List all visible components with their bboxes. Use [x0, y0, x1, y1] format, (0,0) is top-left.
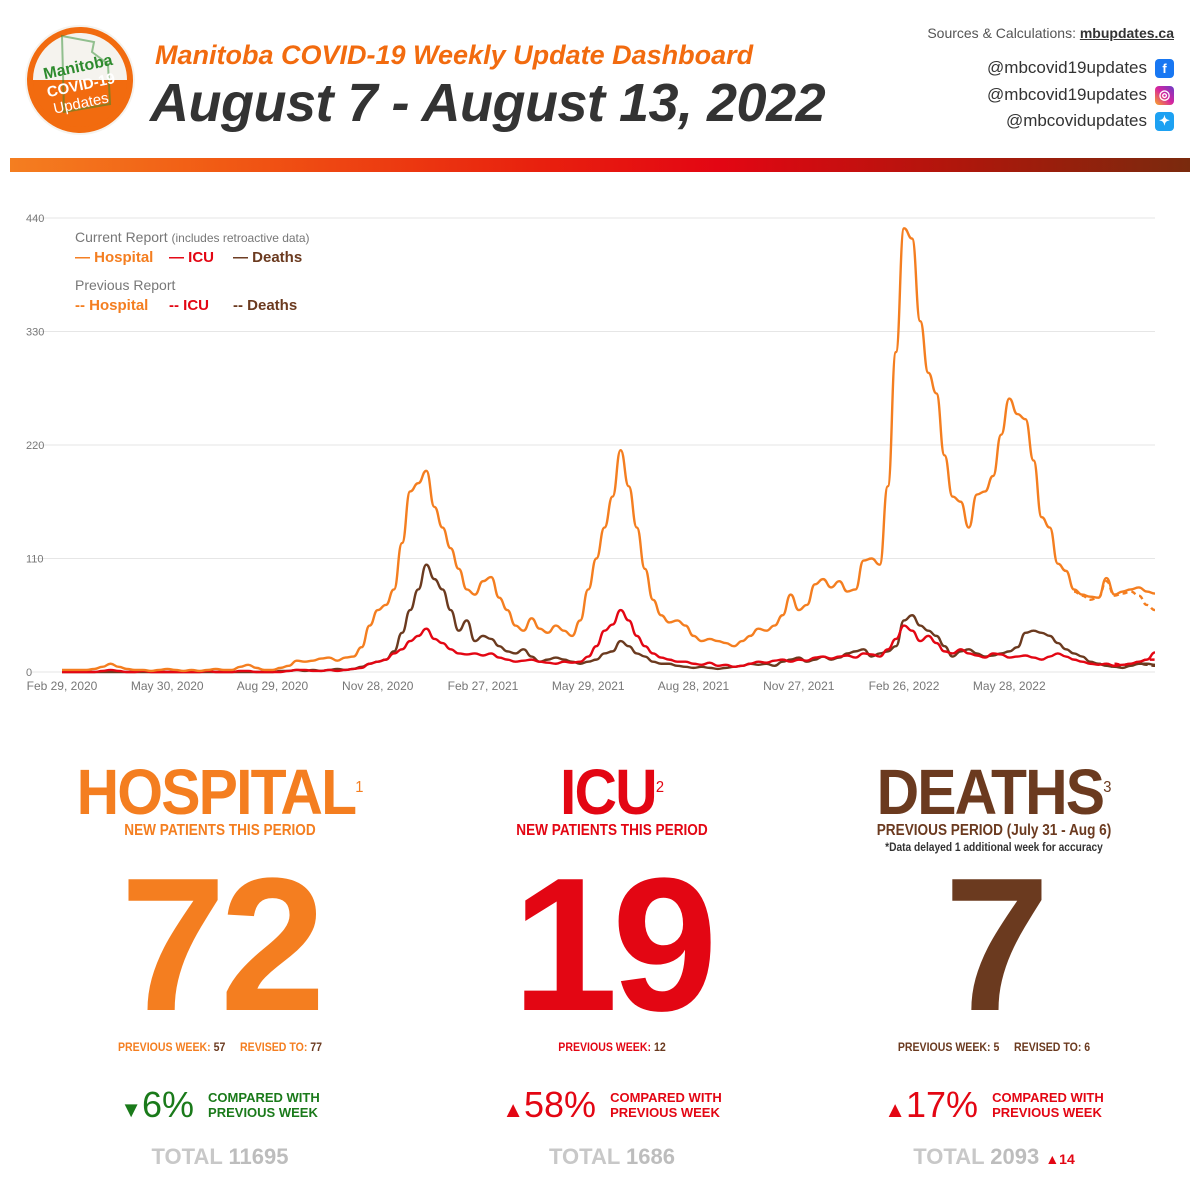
- dashboard-subtitle: Manitoba COVID-19 Weekly Update Dashboar…: [155, 40, 754, 70]
- hospital-subtitle: NEW PATIENTS THIS PERIOD: [124, 822, 316, 839]
- legend-previous-title: Previous Report: [75, 277, 175, 293]
- hospital-heading: HOSPITAL1: [76, 756, 364, 828]
- y-tick-label: 110: [26, 554, 44, 566]
- legend-previous-icu: -- ICU: [169, 297, 209, 314]
- x-tick-label: Feb 26, 2022: [869, 679, 940, 693]
- instagram-handle[interactable]: @mbcovid19updates ◎: [987, 85, 1174, 105]
- hospital-stat-panel: HOSPITAL1 NEW PATIENTS THIS PERIOD 72 PR…: [30, 760, 410, 1170]
- sources-label: Sources & Calculations:: [927, 25, 1076, 41]
- twitter-handle-text: @mbcovidupdates: [1005, 111, 1147, 130]
- sources-line: Sources & Calculations: mbupdates.ca: [927, 25, 1174, 41]
- x-tick-label: Feb 27, 2021: [448, 679, 519, 693]
- legend-current-deaths: — Deaths: [233, 249, 302, 266]
- header-divider-bar: [10, 158, 1190, 172]
- hospital-previous: PREVIOUS WEEK: 57 REVISED TO: 77: [117, 1040, 323, 1054]
- down-arrow-icon: ▼: [120, 1097, 143, 1122]
- icu-total: TOTAL 1686: [549, 1144, 675, 1169]
- facebook-handle[interactable]: @mbcovid19updates f: [987, 58, 1174, 78]
- series-hospital-solid-line: [62, 227, 1156, 673]
- x-tick-label: Nov 28, 2020: [342, 679, 414, 693]
- sources-link[interactable]: mbupdates.ca: [1079, 25, 1174, 41]
- y-tick-label: 440: [26, 213, 44, 225]
- instagram-handle-text: @mbcovid19updates: [987, 85, 1147, 104]
- legend-current-hospital: — Hospital: [75, 249, 153, 266]
- facebook-icon: f: [1155, 58, 1174, 78]
- deaths-total-delta: ▲14: [1045, 1151, 1075, 1167]
- twitter-handle[interactable]: @mbcovidupdates ✦: [1006, 111, 1174, 131]
- legend-previous-hospital: -- Hospital: [75, 297, 148, 314]
- hospital-total: TOTAL 11695: [151, 1144, 289, 1169]
- up-arrow-icon: ▲: [884, 1097, 906, 1122]
- deaths-total: TOTAL 2093 ▲14: [913, 1144, 1075, 1169]
- deaths-heading: DEATHS3: [876, 756, 1112, 828]
- weekly-trend-chart: 0 110 220 330 440 Feb 29, 2020 May 30, 2020 Aug…: [26, 213, 1156, 693]
- icu-value: 19: [512, 839, 717, 1051]
- manitoba-covid-logo: Manitoba COVID-19 Updates: [25, 25, 135, 135]
- x-tick-label: May 28, 2022: [973, 679, 1046, 693]
- y-tick-label: 220: [26, 440, 44, 452]
- deaths-change: ▲17% COMPARED WITH PREVIOUS WEEK: [884, 1084, 1104, 1125]
- x-tick-label: Aug 29, 2020: [237, 679, 309, 693]
- y-tick-label: 330: [26, 327, 44, 339]
- x-tick-label: Aug 28, 2021: [658, 679, 730, 693]
- deaths-value: 7: [944, 839, 1050, 1051]
- x-tick-label: Nov 27, 2021: [763, 679, 835, 693]
- series-deaths-solid-line: [61, 563, 1156, 674]
- instagram-icon: ◎: [1155, 85, 1174, 105]
- hospital-change: ▼6% COMPARED WITH PREVIOUS WEEK: [120, 1084, 320, 1125]
- deaths-note: *Data delayed 1 additional week for accu…: [885, 840, 1103, 854]
- date-range-title: August 7 - August 13, 2022: [150, 73, 826, 133]
- icu-previous: PREVIOUS WEEK: 12: [558, 1040, 666, 1054]
- icu-change: ▲58% COMPARED WITH PREVIOUS WEEK: [502, 1084, 722, 1125]
- deaths-previous: PREVIOUS WEEK: 5 REVISED TO: 6: [897, 1040, 1091, 1054]
- x-tick-label: May 29, 2021: [552, 679, 625, 693]
- deaths-subtitle: PREVIOUS PERIOD (July 31 - Aug 6): [876, 822, 1112, 839]
- icu-subtitle: NEW PATIENTS THIS PERIOD: [516, 822, 708, 839]
- twitter-icon: ✦: [1155, 111, 1174, 131]
- x-tick-label: May 30, 2020: [131, 679, 204, 693]
- hospital-value: 72: [120, 839, 325, 1051]
- x-tick-label: Feb 29, 2020: [27, 679, 98, 693]
- y-tick-label: 0: [26, 667, 32, 679]
- facebook-handle-text: @mbcovid19updates: [987, 58, 1147, 77]
- deaths-stat-panel: DEATHS3 PREVIOUS PERIOD (July 31 - Aug 6…: [804, 760, 1184, 1170]
- series-icu-solid-line: [61, 608, 1156, 674]
- icu-stat-panel: ICU2 NEW PATIENTS THIS PERIOD 19 PREVIOU…: [422, 760, 802, 1170]
- legend-current-title: Current Report (includes retroactive dat…: [75, 229, 310, 245]
- up-arrow-icon: ▲: [502, 1097, 524, 1122]
- icu-heading: ICU2: [559, 756, 665, 828]
- legend-current-icu: — ICU: [169, 249, 214, 266]
- legend-previous-deaths: -- Deaths: [233, 297, 297, 314]
